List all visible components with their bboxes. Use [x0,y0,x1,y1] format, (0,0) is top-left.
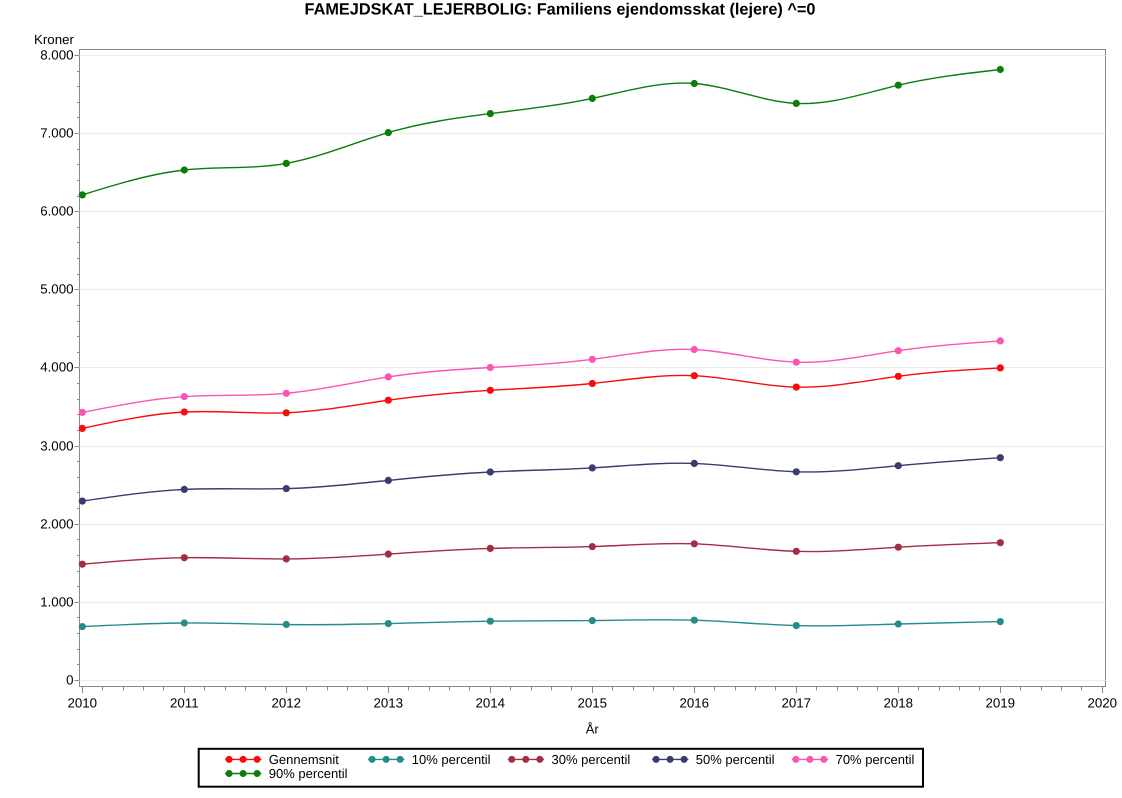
svg-text:2014: 2014 [476,696,506,711]
svg-text:0: 0 [66,673,73,688]
svg-text:2015: 2015 [578,696,608,711]
svg-text:5.000: 5.000 [40,282,73,297]
svg-text:2010: 2010 [68,696,98,711]
svg-text:2018: 2018 [884,696,914,711]
svg-text:30% percentil: 30% percentil [552,752,631,767]
svg-text:90% percentil: 90% percentil [269,766,348,781]
svg-text:4.000: 4.000 [40,360,73,375]
svg-text:2020: 2020 [1088,696,1118,711]
svg-text:2012: 2012 [272,696,302,711]
svg-text:6.000: 6.000 [40,204,73,219]
svg-text:Gennemsnit: Gennemsnit [269,752,339,767]
svg-text:Kroner: Kroner [34,32,74,47]
svg-text:2.000: 2.000 [40,517,73,532]
svg-text:10% percentil: 10% percentil [412,752,491,767]
svg-text:År: År [586,722,600,737]
svg-text:2019: 2019 [986,696,1016,711]
svg-text:8.000: 8.000 [40,48,73,63]
svg-text:2011: 2011 [170,696,199,711]
svg-text:2017: 2017 [782,696,812,711]
svg-text:3.000: 3.000 [40,439,73,454]
svg-text:70% percentil: 70% percentil [836,752,915,767]
svg-text:2013: 2013 [374,696,404,711]
svg-text:FAMEJDSKAT_LEJERBOLIG: Familie: FAMEJDSKAT_LEJERBOLIG: Familiens ejendom… [305,1,816,19]
svg-text:50% percentil: 50% percentil [696,752,775,767]
svg-text:1.000: 1.000 [40,595,73,610]
svg-text:7.000: 7.000 [40,126,73,141]
svg-text:2016: 2016 [680,696,710,711]
